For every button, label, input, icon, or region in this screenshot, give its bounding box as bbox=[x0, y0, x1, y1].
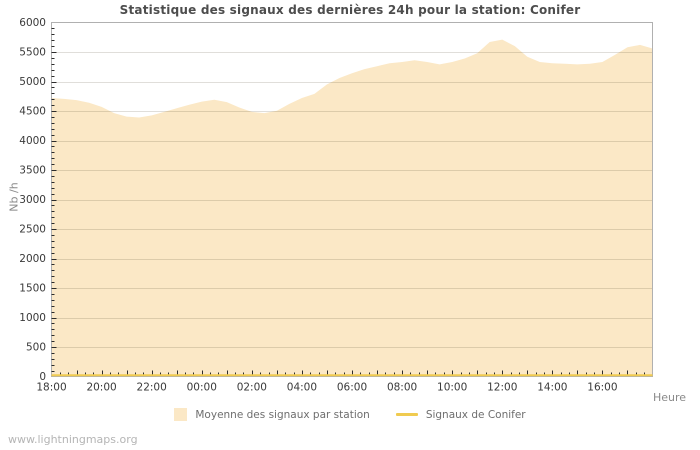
svg-text:18:00: 18:00 bbox=[36, 382, 66, 394]
svg-text:500: 500 bbox=[26, 342, 46, 354]
svg-text:14:00: 14:00 bbox=[537, 382, 567, 394]
legend-item-average: Moyenne des signaux par station bbox=[174, 408, 370, 421]
legend-label-average: Moyenne des signaux par station bbox=[195, 408, 370, 421]
svg-text:04:00: 04:00 bbox=[287, 382, 317, 394]
svg-text:20:00: 20:00 bbox=[86, 382, 116, 394]
svg-text:08:00: 08:00 bbox=[387, 382, 417, 394]
chart-title: Statistique des signaux des dernières 24… bbox=[119, 3, 581, 17]
svg-text:22:00: 22:00 bbox=[137, 382, 167, 394]
svg-text:2000: 2000 bbox=[19, 253, 46, 265]
svg-text:16:00: 16:00 bbox=[587, 382, 617, 394]
legend: Moyenne des signaux par station Signaux … bbox=[0, 408, 700, 421]
legend-item-conifer: Signaux de Conifer bbox=[395, 408, 526, 421]
svg-text:06:00: 06:00 bbox=[337, 382, 367, 394]
svg-text:02:00: 02:00 bbox=[237, 382, 267, 394]
svg-text:0: 0 bbox=[39, 371, 46, 383]
svg-text:10:00: 10:00 bbox=[437, 382, 467, 394]
svg-text:4000: 4000 bbox=[19, 135, 46, 147]
svg-text:2500: 2500 bbox=[19, 224, 46, 236]
svg-text:3500: 3500 bbox=[19, 165, 46, 177]
x-axis-label: Heure bbox=[653, 391, 687, 404]
svg-text:3000: 3000 bbox=[19, 194, 46, 206]
legend-label-conifer: Signaux de Conifer bbox=[425, 408, 526, 421]
svg-text:5000: 5000 bbox=[19, 76, 46, 88]
area-swatch-icon bbox=[174, 408, 188, 421]
line-swatch-icon bbox=[395, 413, 418, 416]
svg-text:1500: 1500 bbox=[19, 283, 46, 295]
svg-text:12:00: 12:00 bbox=[487, 382, 517, 394]
svg-text:1000: 1000 bbox=[19, 312, 46, 324]
svg-text:4500: 4500 bbox=[19, 106, 46, 118]
svg-text:5500: 5500 bbox=[19, 47, 46, 59]
svg-text:00:00: 00:00 bbox=[187, 382, 217, 394]
svg-text:6000: 6000 bbox=[19, 17, 46, 29]
watermark: www.lightningmaps.org bbox=[8, 433, 138, 446]
